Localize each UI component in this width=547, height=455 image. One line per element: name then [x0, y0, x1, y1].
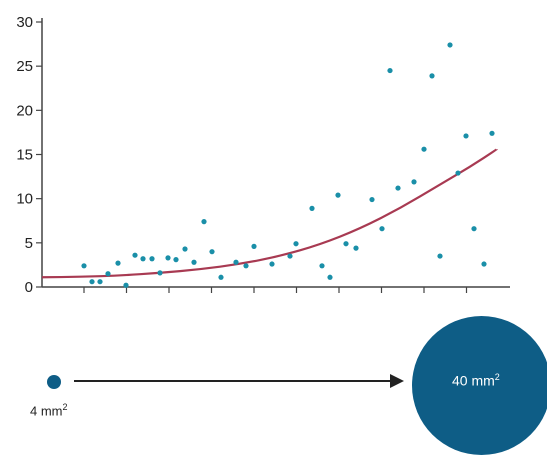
small-circle-marker [47, 375, 61, 389]
data-points [81, 42, 495, 288]
data-point [173, 257, 179, 263]
data-point [455, 170, 461, 176]
data-point [97, 279, 103, 285]
data-point [429, 73, 435, 79]
y-tick-label: 30 [16, 14, 33, 31]
data-point [81, 263, 87, 269]
data-point [421, 146, 427, 152]
data-point [251, 243, 257, 249]
data-point [105, 271, 111, 277]
data-point [463, 133, 469, 139]
data-point [201, 219, 207, 225]
data-point [353, 245, 359, 251]
data-point [123, 282, 129, 288]
data-point [209, 249, 215, 255]
chart-axes [41, 18, 510, 288]
data-point [132, 252, 138, 258]
data-point [115, 260, 121, 266]
small-size-label: 4 mm2 [30, 402, 68, 419]
data-point [327, 274, 333, 280]
data-point [319, 263, 325, 269]
data-point [233, 259, 239, 265]
data-point [243, 263, 249, 269]
arrow-head [390, 374, 404, 388]
data-point [157, 270, 163, 276]
data-point [379, 226, 385, 232]
y-tick-label: 10 [16, 191, 33, 208]
data-point [191, 259, 197, 265]
y-tick-label: 5 [25, 235, 33, 252]
data-point [437, 253, 443, 259]
data-point [387, 67, 393, 74]
data-point [309, 205, 315, 211]
x-axis-ticks [83, 287, 468, 293]
large-size-label: 40 mm2 [452, 372, 500, 389]
y-axis-ticks: 0 5 10 15 20 25 30 [16, 14, 42, 296]
y-tick-label: 15 [16, 147, 33, 164]
data-point [335, 192, 341, 198]
y-tick-label: 20 [16, 102, 33, 119]
data-point [269, 261, 275, 267]
trend-curve [41, 148, 498, 279]
y-tick-label: 25 [16, 58, 33, 75]
data-point [481, 261, 487, 267]
data-point [471, 226, 477, 232]
data-point [293, 241, 299, 247]
data-point [395, 185, 401, 191]
data-point [89, 279, 95, 285]
data-point [165, 255, 171, 261]
data-point [411, 179, 417, 185]
data-point [182, 246, 188, 252]
data-point [218, 274, 224, 280]
data-point [489, 130, 495, 136]
data-point [140, 256, 146, 262]
y-tick-label: 0 [25, 279, 33, 296]
data-point [343, 241, 349, 247]
scatter-chart: 0 5 10 15 20 25 30 [16, 14, 510, 296]
data-point [149, 256, 155, 262]
trend-line [41, 148, 498, 279]
data-point [369, 196, 375, 203]
data-point [447, 42, 453, 48]
data-point [287, 253, 293, 259]
large-circle-marker [412, 316, 547, 455]
